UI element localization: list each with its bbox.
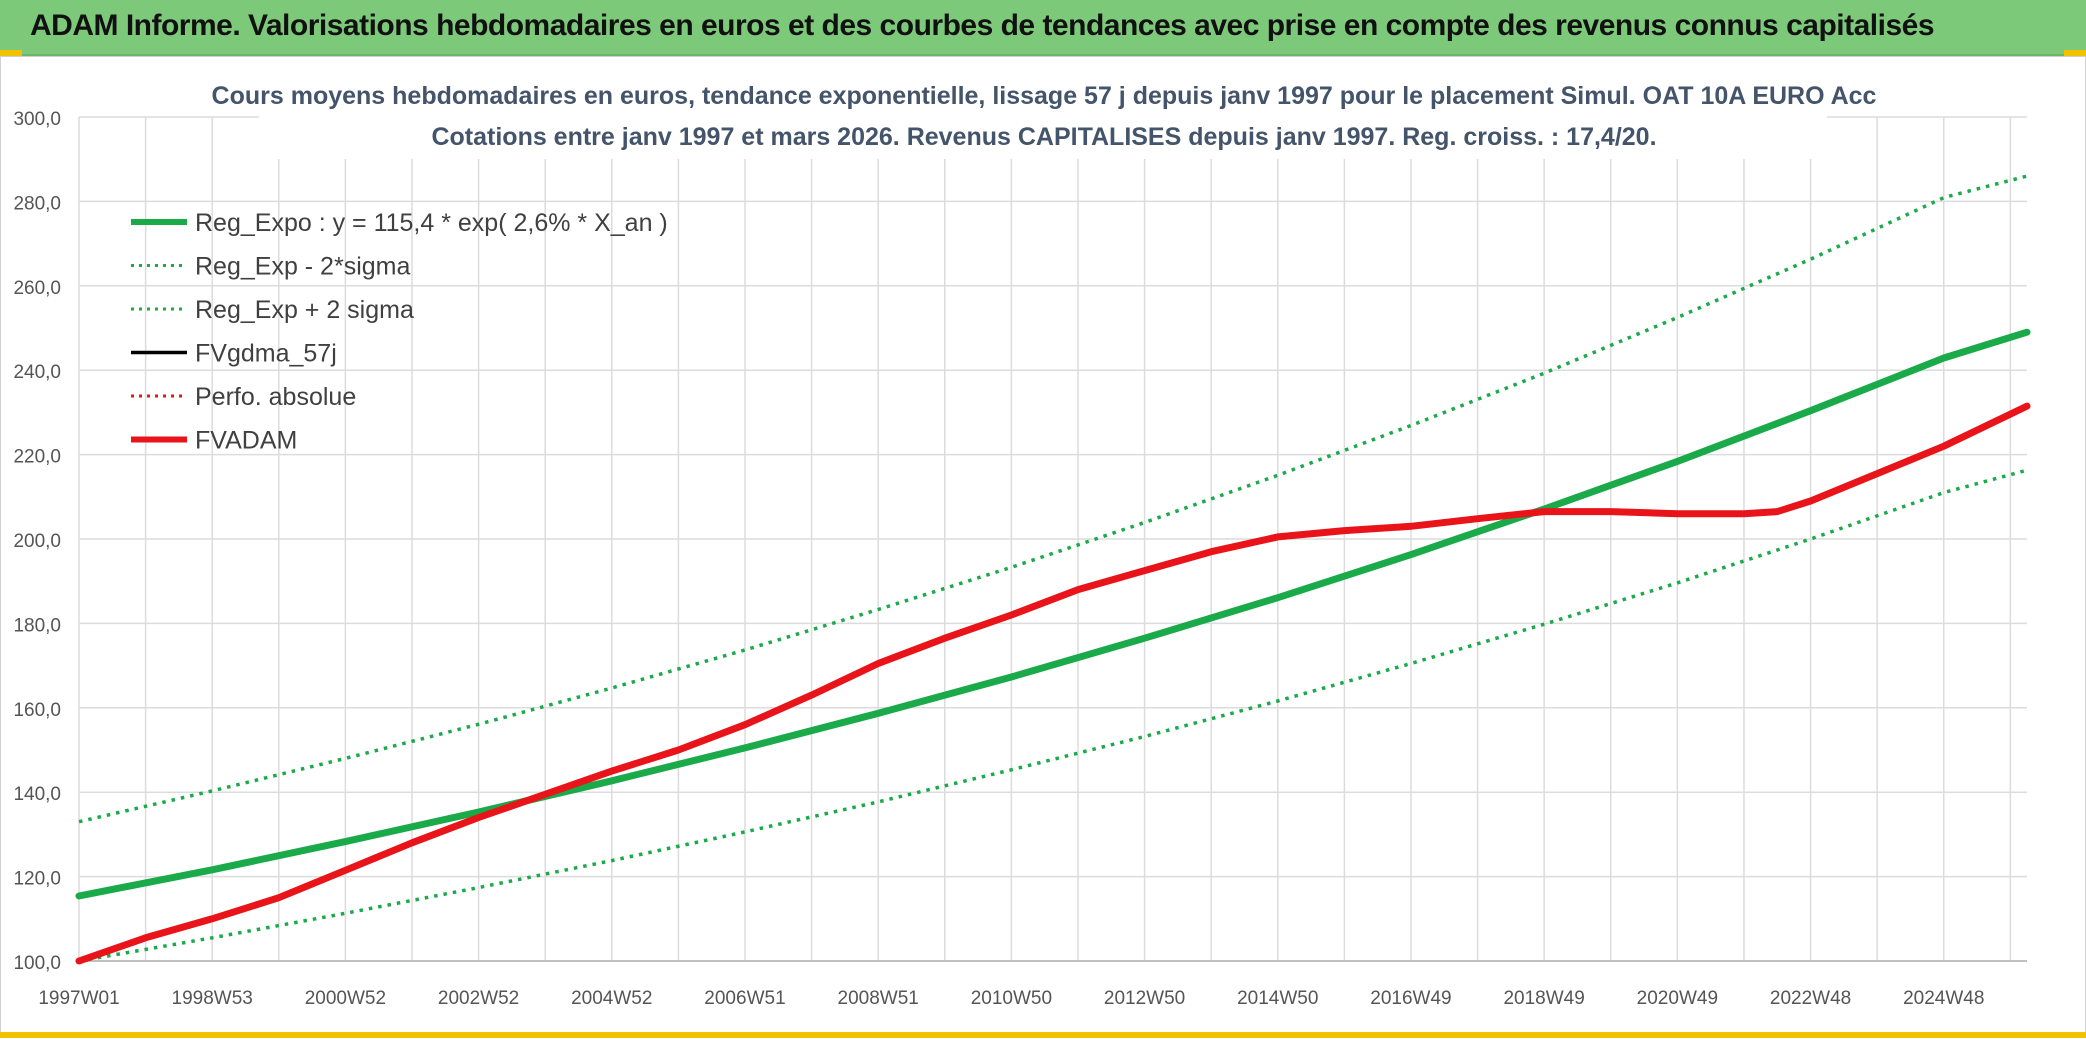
x-tick-label: 2020W49 <box>1637 988 1718 1009</box>
y-tick-label: 200,0 <box>13 531 61 552</box>
x-tick-label: 2010W50 <box>971 988 1052 1009</box>
y-tick-label: 180,0 <box>13 615 61 636</box>
x-tick-label: 2014W50 <box>1237 988 1318 1009</box>
y-tick-label: 300,0 <box>13 109 61 130</box>
x-tick-label: 2004W52 <box>571 988 652 1009</box>
x-tick-label: 2008W51 <box>838 988 919 1009</box>
y-tick-label: 100,0 <box>13 953 61 974</box>
corner-accent-left <box>0 50 22 57</box>
x-tick-label: 2018W49 <box>1503 988 1584 1009</box>
x-tick-label: 2024W48 <box>1903 988 1984 1009</box>
chart-title: Cours moyens hebdomadaires en euros, ten… <box>212 59 1877 159</box>
y-tick-label: 240,0 <box>13 362 61 383</box>
y-tick-label: 140,0 <box>13 784 61 805</box>
series <box>75 174 2031 965</box>
x-tick-label: 2002W52 <box>438 988 519 1009</box>
page-title: ADAM Informe. Valorisations hebdomadaire… <box>30 9 1935 42</box>
header-banner: ADAM Informe. Valorisations hebdomadaire… <box>0 0 2086 56</box>
legend: Reg_Expo : y = 115,4 * exp( 2,6% * X_an … <box>131 209 668 455</box>
legend-label: Reg_Exp - 2*sigma <box>195 253 410 281</box>
y-tick-label: 220,0 <box>13 447 61 468</box>
line-chart: 100,0 120,0 140,0 160,0 180,0 200,0 220,0 240,0… <box>13 59 2031 1009</box>
x-tick-label: 2000W52 <box>305 988 386 1009</box>
corner-accent-right <box>2064 50 2086 57</box>
legend-label: Perfo. absolue <box>195 383 356 411</box>
x-tick-label: 2012W50 <box>1104 988 1185 1009</box>
legend-label: FVADAM <box>195 427 297 455</box>
chart-area: 100,0 120,0 140,0 160,0 180,0 200,0 220,0 240,0… <box>0 56 2086 1038</box>
series-line-0 <box>75 328 2031 900</box>
legend-label: FVgdma_57j <box>195 340 337 368</box>
y-tick-label: 260,0 <box>13 278 61 299</box>
x-tick-label: 2016W49 <box>1370 988 1451 1009</box>
bottom-accent-bar <box>0 1032 2086 1038</box>
axes: 100,0 120,0 140,0 160,0 180,0 200,0 220,0 240,0… <box>13 109 2027 1009</box>
x-tick-label: 2006W51 <box>704 988 785 1009</box>
series-line-2 <box>78 174 2028 824</box>
x-tick-label: 1997W01 <box>38 988 119 1009</box>
y-tick-label: 280,0 <box>13 193 61 214</box>
y-tick-label: 120,0 <box>13 869 61 890</box>
legend-label: Reg_Exp + 2 sigma <box>195 296 414 324</box>
chart-title-line-1: Cours moyens hebdomadaires en euros, ten… <box>212 82 1877 110</box>
x-tick-label: 1998W53 <box>172 988 253 1009</box>
chart-title-line-2: Cotations entre janv 1997 et mars 2026. … <box>431 123 1656 151</box>
series-line-5 <box>75 402 2031 965</box>
series-line-1 <box>78 468 2028 963</box>
legend-label: Reg_Expo : y = 115,4 * exp( 2,6% * X_an … <box>195 209 668 237</box>
x-tick-label: 2022W48 <box>1770 988 1851 1009</box>
y-tick-label: 160,0 <box>13 700 61 721</box>
